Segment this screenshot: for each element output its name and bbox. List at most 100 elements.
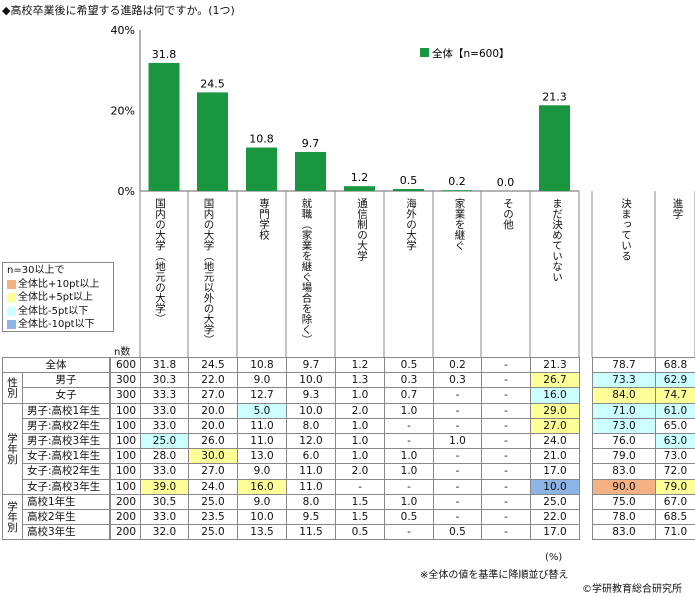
row-label: 女子:高校1年生 [22,448,110,465]
table-cell: 27.0 [188,387,238,404]
bar [441,190,473,191]
row-label: 女子:高校2年生 [22,463,110,480]
category-label: 家業を継ぐ [453,198,466,251]
table-cell: 63.0 [655,433,695,450]
table-cell: 79.0 [592,448,656,465]
table-cell: 78.7 [592,357,656,374]
row-n: 100 [110,433,141,450]
highlight-legend-label: 全体比+5pt以上 [18,292,94,303]
chart-title: ◆高校卒業後に希望する進路は何ですか。(1つ) [2,4,235,17]
table-cell: - [481,463,531,480]
table-cell: 1.3 [335,372,385,389]
table-cell: 27.0 [188,463,238,480]
table-cell: - [335,478,385,495]
bar-value-label: 9.7 [302,137,320,150]
table-cell: 0.5 [384,509,434,526]
category-label: まだ決めていない [551,198,563,282]
row-label: 男子 [22,372,110,389]
bar [197,92,228,191]
table-cell: 25.0 [140,433,189,450]
table-cell: 32.0 [140,524,189,541]
table-cell: 73.0 [655,448,695,465]
table-cell: 73.0 [592,417,656,434]
table-cell: 25.0 [188,493,238,510]
table-cell: 10.0 [286,402,336,419]
row-label: 男子:高校1年生 [22,402,110,419]
table-cell: 20.0 [188,402,238,419]
table-cell: - [384,417,434,434]
table-cell: 1.2 [335,357,385,374]
table-cell: 1.0 [384,463,434,480]
table-cell: - [481,524,531,541]
category-label: 国内の大学（地元の大学） [154,198,166,324]
table-cell: 0.5 [335,524,385,541]
row-n: 200 [110,509,141,526]
table-cell: 0.5 [433,524,482,541]
row-label: 高校1年生 [22,493,110,510]
table-cell: 23.5 [188,509,238,526]
table-cell: 9.0 [237,372,287,389]
table-cell: 65.0 [655,417,695,434]
table-cell: 0.5 [384,357,434,374]
table-cell: 22.0 [530,509,580,526]
table-cell: - [481,402,531,419]
table-cell: 1.0 [384,402,434,419]
table-cell: 2.0 [335,402,385,419]
table-cell: 83.0 [592,524,656,541]
bar [393,188,424,191]
table-cell: 62.9 [655,372,695,389]
table-cell: 39.0 [140,478,189,495]
table-cell: 5.0 [237,402,287,419]
table-cell: 33.0 [140,463,189,480]
table-cell: 17.0 [530,524,580,541]
table-cell: 21.3 [530,357,580,374]
table-cell: - [433,402,482,419]
y-tick-label: 20% [111,105,135,118]
bar [539,105,570,191]
table-cell: - [384,524,434,541]
percent-unit: (%) [545,552,563,563]
highlight-legend-label: 全体比+10pt以上 [18,278,100,290]
table-cell: 24.5 [188,357,238,374]
table-cell: 67.0 [655,493,695,510]
row-n: 600 [110,357,141,374]
bar [148,63,180,191]
table-cell: 33.3 [140,387,189,404]
table-cell: 30.5 [140,493,189,510]
table-cell: 90.0 [592,478,656,495]
table-cell: - [481,357,531,374]
row-n: 300 [110,372,141,389]
row-label: 高校3年生 [22,524,110,541]
row-label: 全体 [2,357,110,374]
bar-value-label: 21.3 [542,90,567,103]
table-cell: 26.0 [188,433,238,450]
table-cell: 6.0 [286,448,336,465]
table-cell: 76.0 [592,433,656,450]
category-label: 通信制の大学 [356,198,368,261]
table-cell: 24.0 [188,478,238,495]
legend-heading: n=30以上で [7,265,65,276]
table-cell: 10.0 [530,478,580,495]
table-cell: 12.0 [286,433,336,450]
table-cell: - [481,387,531,404]
table-cell: - [433,509,482,526]
row-n: 100 [110,448,141,465]
table-cell: 11.0 [237,433,287,450]
table-cell: 20.0 [188,417,238,434]
category-label: 専門学校 [258,198,270,240]
table-cell: 30.0 [188,448,238,465]
table-cell: 1.0 [335,448,385,465]
bar-value-label: 31.8 [152,48,177,61]
n-count-label: n数 [114,347,131,358]
table-cell: 11.0 [237,417,287,434]
highlight-legend-label: 全体比-10pt以下 [18,319,95,330]
table-cell: - [481,433,531,450]
highlight-legend-item: 全体比+10pt以上 [7,278,113,292]
table-cell: 27.0 [530,417,580,434]
table-cell: - [433,463,482,480]
highlight-swatch [7,306,16,316]
table-cell: - [433,478,482,495]
table-cell: 2.0 [335,463,385,480]
row-group-label: 学年別 [2,493,23,541]
